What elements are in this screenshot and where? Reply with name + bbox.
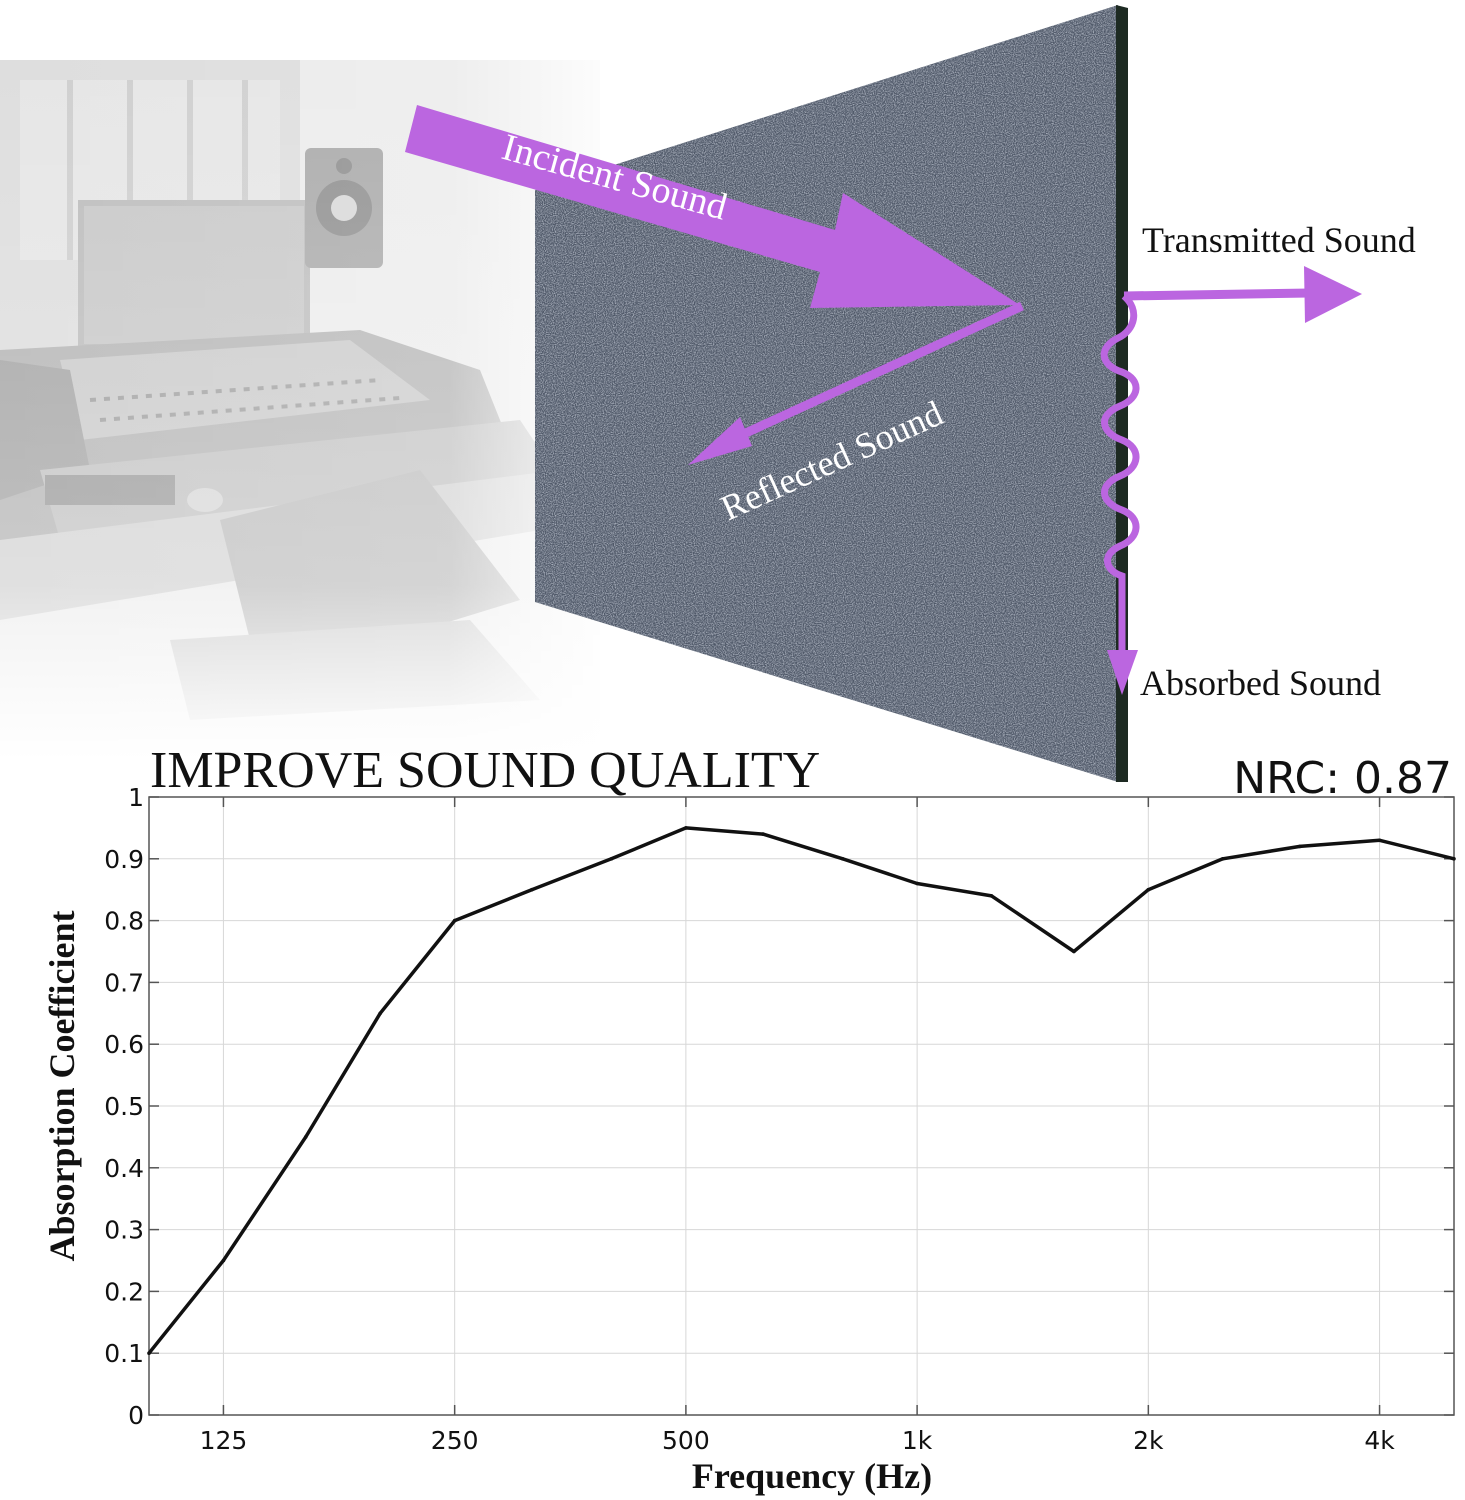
chart-ticks: 0 0.1 0.2 0.3 0.4 0.5 0.6 0.7 0.8 0.9 1 125 250 500 1k… xyxy=(104,783,1454,1455)
data-point xyxy=(452,918,457,923)
x-tick-label: 1k xyxy=(902,1426,933,1455)
y-tick-label: 0.9 xyxy=(104,845,144,874)
y-tick-label: 0.3 xyxy=(104,1216,144,1245)
x-axis-label: Frequency (Hz) xyxy=(692,1456,932,1496)
data-point xyxy=(840,857,845,861)
chart-title: IMPROVE SOUND QUALITY xyxy=(150,742,820,799)
chart-series xyxy=(147,826,1456,1355)
x-tick-label: 2k xyxy=(1133,1426,1164,1455)
y-tick-label: 0 xyxy=(128,1401,144,1430)
nrc-annotation: NRC: 0.87 xyxy=(1233,753,1452,804)
data-point xyxy=(378,1011,383,1016)
data-point xyxy=(529,887,534,892)
data-point xyxy=(1452,857,1456,861)
transmitted-sound-label: Transmitted Sound xyxy=(1142,220,1416,260)
data-point xyxy=(1146,887,1151,892)
x-tick-label: 500 xyxy=(662,1426,710,1455)
x-tick-label: 250 xyxy=(431,1426,479,1455)
y-tick-label: 0.7 xyxy=(104,968,144,997)
x-tick-label: 125 xyxy=(200,1426,248,1455)
reflected-sound-arrow xyxy=(688,301,1024,465)
y-axis-label: Absorption Coefficient xyxy=(42,911,82,1262)
data-point xyxy=(147,1351,151,1355)
y-tick-label: 0.4 xyxy=(104,1154,144,1183)
data-point xyxy=(221,1258,226,1263)
absorbed-sound-label: Absorbed Sound xyxy=(1140,663,1381,703)
y-tick-label: 0.8 xyxy=(104,907,144,936)
data-point xyxy=(1072,949,1076,954)
data-point xyxy=(915,881,919,886)
absorption-series-line xyxy=(147,826,1455,1355)
y-tick-label: 0.5 xyxy=(104,1092,144,1121)
acoustic-panel-illustration: Incident Sound Reflected Sound Transmitt… xyxy=(0,5,1416,782)
incident-sound-arrow xyxy=(405,105,1020,308)
y-tick-label: 0.1 xyxy=(104,1339,144,1368)
y-tick-label: 1 xyxy=(128,783,144,812)
data-point xyxy=(761,832,765,836)
x-tick-label: 4k xyxy=(1364,1426,1395,1455)
absorbed-sound-arrow xyxy=(1100,293,1140,695)
transmitted-sound-arrow xyxy=(1123,266,1362,323)
data-point xyxy=(303,1135,308,1139)
data-point xyxy=(609,857,614,861)
data-point xyxy=(1220,857,1225,861)
y-tick-label: 0.6 xyxy=(104,1030,144,1059)
data-point xyxy=(1298,844,1302,849)
data-point xyxy=(989,894,994,898)
data-point xyxy=(1377,838,1382,843)
y-tick-label: 0.2 xyxy=(104,1277,144,1306)
chart-grid xyxy=(149,796,1454,1416)
data-point xyxy=(684,826,688,830)
